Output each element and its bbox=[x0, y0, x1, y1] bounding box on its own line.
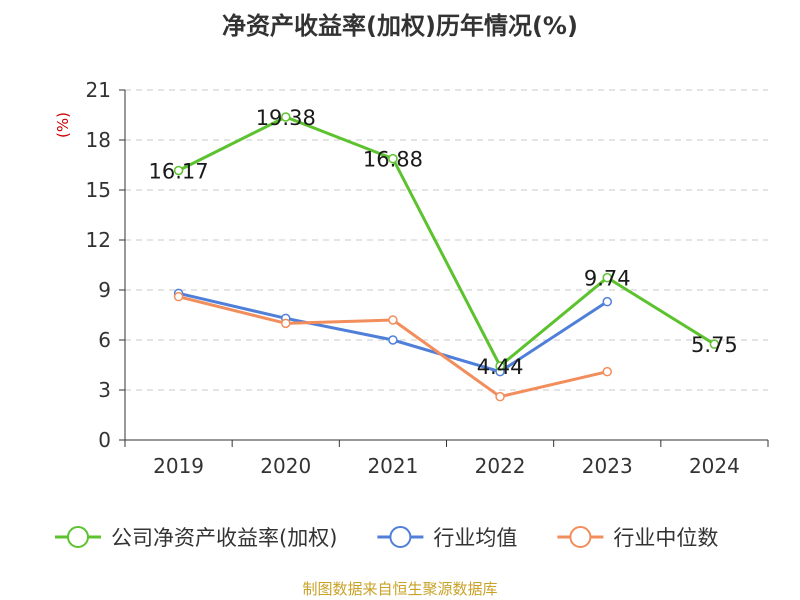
data-point bbox=[388, 335, 398, 345]
data-labels: 16.17 19.38 16.88 4.44 9.74 5.75 bbox=[149, 106, 738, 379]
series-line bbox=[177, 115, 716, 368]
chart-title: 净资产收益率(加权)历年情况(%) bbox=[222, 12, 578, 40]
y-tick-label: 18 bbox=[86, 128, 111, 152]
legend-marker-icon bbox=[389, 526, 412, 548]
x-axis-ticks: 2019 2020 2021 2022 2023 2024 bbox=[124, 440, 769, 478]
x-tick-label: 2023 bbox=[582, 454, 633, 478]
x-tick-label: 2020 bbox=[260, 454, 311, 478]
y-axis-unit-label: (%) bbox=[54, 112, 72, 138]
data-point bbox=[495, 391, 505, 402]
data-point bbox=[173, 291, 184, 302]
x-tick-label: 2024 bbox=[689, 454, 740, 478]
y-tick-label: 9 bbox=[98, 278, 111, 302]
y-tick-label: 21 bbox=[86, 78, 111, 102]
data-point bbox=[173, 165, 184, 176]
y-axis-ticks: 0 3 6 9 12 15 18 21 bbox=[86, 78, 125, 452]
x-tick-label: 2022 bbox=[475, 454, 526, 478]
y-tick-label: 12 bbox=[86, 228, 111, 252]
legend-label: 公司净资产收益率(加权) bbox=[111, 526, 337, 550]
data-label: 4.44 bbox=[477, 355, 524, 379]
y-tick-label: 0 bbox=[98, 428, 111, 452]
y-tick-label: 3 bbox=[98, 378, 111, 402]
y-tick-label: 15 bbox=[86, 178, 111, 202]
source-note: 制图数据来自恒生聚源数据库 bbox=[302, 580, 498, 598]
y-tick-label: 6 bbox=[98, 328, 111, 352]
legend-label: 行业中位数 bbox=[613, 526, 718, 550]
data-label: 9.74 bbox=[584, 267, 631, 291]
data-point bbox=[388, 315, 398, 325]
data-point bbox=[602, 296, 612, 307]
data-point bbox=[281, 112, 291, 122]
data-point bbox=[388, 153, 398, 164]
legend-item[interactable]: 行业中位数 bbox=[557, 526, 718, 550]
series-line bbox=[178, 295, 608, 399]
data-label: 16.88 bbox=[363, 148, 423, 172]
x-tick-label: 2021 bbox=[367, 454, 418, 478]
data-point bbox=[602, 272, 612, 283]
legend-item[interactable]: 公司净资产收益率(加权) bbox=[55, 526, 337, 550]
x-tick-label: 2019 bbox=[153, 454, 204, 478]
legend-label: 行业均值 bbox=[433, 526, 517, 550]
grid-lines bbox=[125, 89, 768, 391]
data-label: 16.17 bbox=[149, 160, 209, 184]
series-lines bbox=[173, 112, 720, 402]
data-label: 19.38 bbox=[256, 106, 316, 130]
data-point bbox=[281, 318, 291, 329]
legend-marker-icon bbox=[569, 526, 592, 548]
data-label: 5.75 bbox=[691, 333, 738, 357]
data-point bbox=[709, 339, 720, 349]
legend: 公司净资产收益率(加权) 行业均值 行业中位数 bbox=[55, 526, 718, 550]
legend-marker-icon bbox=[67, 526, 89, 548]
data-point bbox=[495, 361, 505, 371]
data-point bbox=[602, 366, 612, 377]
legend-item[interactable]: 行业均值 bbox=[377, 526, 517, 550]
